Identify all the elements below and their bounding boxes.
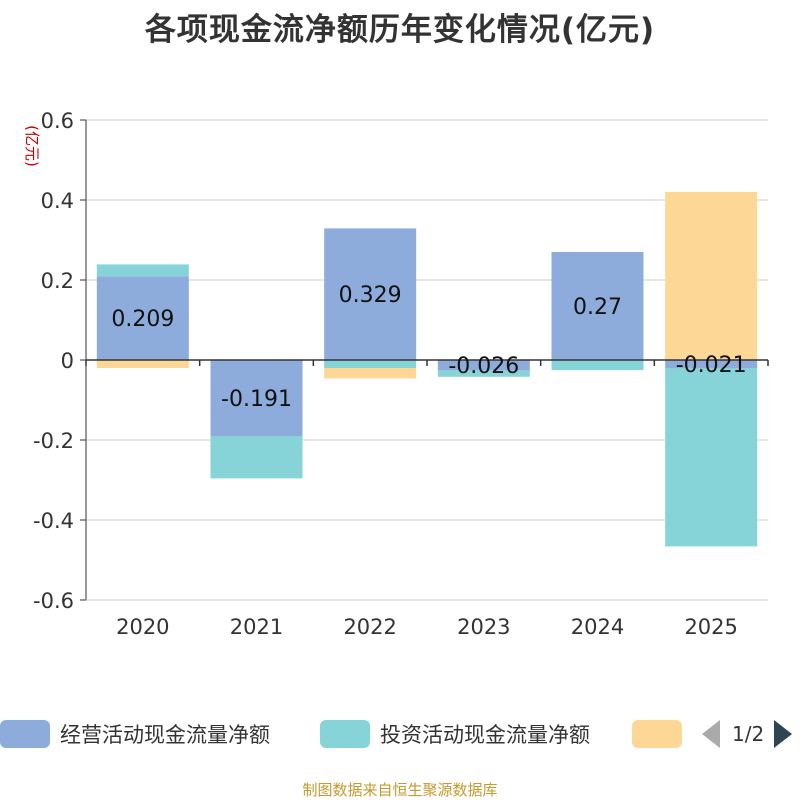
bar-investing-2024[interactable] [551,360,644,370]
legend-pager: 1/2 [700,714,800,754]
bar-investing-2020[interactable] [96,264,189,277]
data-label: 0.27 [573,295,622,320]
legend-page-indicator: 1/2 [732,722,765,746]
legend-item-financing[interactable] [632,714,682,754]
data-label: 0.329 [339,283,402,308]
bar-operating-2021[interactable] [210,360,303,437]
data-label: -0.191 [221,387,292,412]
legend-swatch-financing [632,720,682,748]
legend-swatch-operating [0,720,50,748]
bar-financing-2025[interactable] [665,192,758,360]
y-tick-label: 0.2 [41,269,74,293]
bar-operating-2023[interactable] [437,360,530,371]
legend-label-investing: 投资活动现金流量净额 [380,723,590,747]
bar-investing-2023[interactable] [437,370,530,377]
legend-swatch-investing [320,720,370,748]
legend-label-operating: 经营活动现金流量净额 [60,723,270,747]
source-note: 制图数据来自恒生聚源数据库 [302,781,498,799]
bar-investing-2025[interactable] [665,368,758,547]
x-tick-label: 2025 [684,615,737,639]
bar-operating-2025[interactable] [665,360,758,369]
y-tick-label: 0.6 [41,109,74,133]
y-tick-label: -0.6 [33,589,74,613]
y-axis-unit-label: (亿元) [23,125,41,167]
y-tick-label: 0 [61,349,74,373]
x-tick-label: 2023 [457,615,510,639]
y-tick-label: -0.4 [33,509,74,533]
x-tick-label: 2022 [343,615,396,639]
bar-operating-2020[interactable] [96,276,189,360]
chevron-right-icon[interactable] [774,720,793,748]
bar-financing-2020[interactable] [96,360,189,368]
data-label: -0.026 [448,354,519,379]
bar-investing-2022[interactable] [324,360,417,368]
bar-operating-2024[interactable] [551,252,644,360]
bar-investing-2021[interactable] [210,436,303,479]
bar-operating-2022[interactable] [324,228,417,360]
x-tick-label: 2020 [116,615,169,639]
data-label: 0.209 [111,307,174,332]
x-tick-label: 2024 [571,615,624,639]
x-tick-label: 2021 [230,615,283,639]
chevron-left-icon[interactable] [702,720,720,748]
legend-item-operating[interactable]: 经营活动现金流量净额 [0,714,270,754]
legend: 经营活动现金流量净额 投资活动现金流量净额 1/2 [0,714,800,754]
bar-financing-2022[interactable] [324,368,417,379]
data-label: -0.021 [676,353,747,378]
chart-title: 各项现金流净额历年变化情况(亿元) [144,12,656,48]
y-tick-label: -0.2 [33,429,74,453]
legend-item-investing[interactable]: 投资活动现金流量净额 [320,714,590,754]
y-tick-label: 0.4 [41,189,74,213]
